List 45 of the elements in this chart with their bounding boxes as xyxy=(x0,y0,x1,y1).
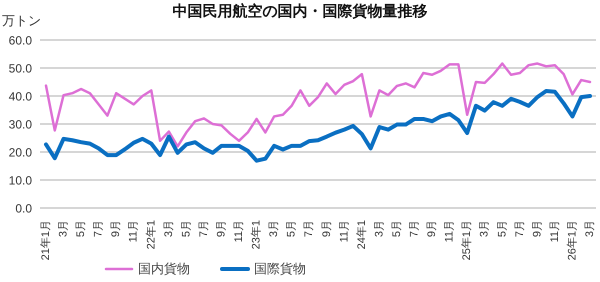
x-tick-label: 9月 xyxy=(215,220,228,238)
y-tick-label: 40.0 xyxy=(8,89,32,104)
x-tick-label: 3月 xyxy=(162,220,175,238)
x-tick-label: 3月 xyxy=(58,220,70,238)
x-tick-label: 5月 xyxy=(390,220,403,238)
line-series xyxy=(44,88,592,163)
x-tick-label: 9月 xyxy=(110,220,122,238)
x-tick-label: 11月 xyxy=(338,220,350,242)
x-tick-label: 11月 xyxy=(233,220,246,242)
x-tick-label: 11月 xyxy=(128,220,140,242)
x-tick-label: 9月 xyxy=(320,220,333,238)
y-tick-label: 0.0 xyxy=(15,201,32,216)
x-tick-label: 5月 xyxy=(496,220,508,238)
legend-label: 国際貨物 xyxy=(254,260,306,278)
x-tick-label: 3月 xyxy=(268,220,280,238)
x-tick-label: 3月 xyxy=(373,220,386,238)
line-series xyxy=(44,62,592,148)
x-tick-label: 23年1 xyxy=(250,220,263,250)
x-tick-label: 11月 xyxy=(548,220,561,242)
x-tick-label: 5月 xyxy=(286,220,298,238)
x-tick-label: 7月 xyxy=(92,220,105,238)
y-tick-label: 60.0 xyxy=(8,33,32,48)
x-tick-label: 22年1 xyxy=(145,220,158,250)
x-tick-label: 7月 xyxy=(514,220,526,238)
x-tick-label: 9月 xyxy=(531,220,544,238)
x-tick-label: 26年1月 xyxy=(566,220,578,260)
legend-label: 国内貨物 xyxy=(138,260,190,278)
x-tick-label: 3月 xyxy=(584,220,596,238)
x-tick-label: 25年1月 xyxy=(461,220,474,260)
x-tick-label: 3月 xyxy=(478,220,491,238)
x-tick-label: 7月 xyxy=(303,220,316,238)
y-tick-label: 50.0 xyxy=(8,61,32,76)
y-tick-label: 20.0 xyxy=(8,145,32,160)
x-tick-label: 11月 xyxy=(444,220,456,242)
x-tick-label: 24年1 xyxy=(356,220,368,250)
x-tick-label: 7月 xyxy=(198,220,210,238)
y-tick-label: 30.0 xyxy=(8,117,32,132)
x-tick-label: 21年1月 xyxy=(40,220,52,260)
x-tick-label: 9月 xyxy=(426,220,438,238)
y-axis-title: 万トン xyxy=(2,12,41,30)
x-tick-label: 5月 xyxy=(180,220,192,238)
x-tick-label: 7月 xyxy=(408,220,421,238)
chart-title: 中国民用航空の国内・国際貨物量推移 xyxy=(172,2,428,20)
x-tick-label: 5月 xyxy=(75,220,88,238)
y-tick-label: 10.0 xyxy=(8,173,32,188)
